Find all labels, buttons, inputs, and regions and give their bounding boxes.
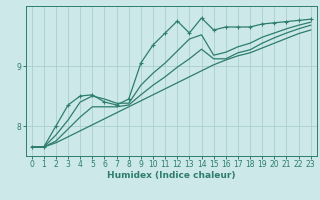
X-axis label: Humidex (Indice chaleur): Humidex (Indice chaleur)	[107, 171, 236, 180]
